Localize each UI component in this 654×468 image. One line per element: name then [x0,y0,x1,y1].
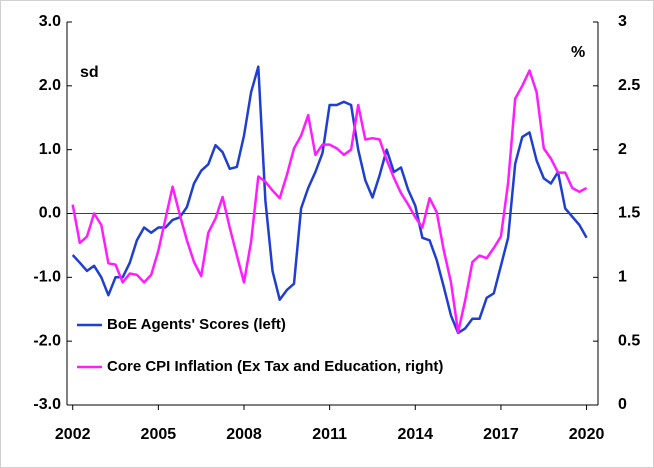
x-tick-label: 2017 [483,426,519,443]
x-tick-label: 2020 [569,426,605,443]
series-line [71,65,588,335]
y-tick-label: 3.0 [39,13,61,30]
y-tick-label: -3.0 [33,396,61,413]
x-tick-label: 2005 [141,426,177,443]
series-line [71,69,588,334]
legend-label: Core CPI Inflation (Ex Tax and Education… [107,358,443,375]
annotation-right-unit: % [571,44,585,61]
y-tick-label: -1.0 [33,269,61,286]
y2-tick-label: 1.5 [618,205,640,222]
y-tick-label: 2.0 [39,77,61,94]
y-tick-label: -2.0 [33,332,61,349]
y2-tick-label: 0 [618,396,627,413]
x-tick-label: 2011 [312,426,347,443]
y-tick-label: 1.0 [39,141,61,158]
x-tick-label: 2008 [226,426,262,443]
y2-tick-label: 2.5 [618,77,640,94]
annotation-left-unit: sd [80,64,99,81]
legend-label: BoE Agents' Scores (left) [107,316,286,333]
y2-tick-label: 3 [618,13,627,30]
y2-tick-label: 0.5 [618,332,640,349]
x-tick-label: 2002 [55,426,91,443]
y2-tick-label: 1 [618,269,627,286]
y2-tick-label: 2 [618,141,627,158]
x-tick-label: 2014 [397,426,433,443]
y-tick-label: 0.0 [39,205,61,222]
